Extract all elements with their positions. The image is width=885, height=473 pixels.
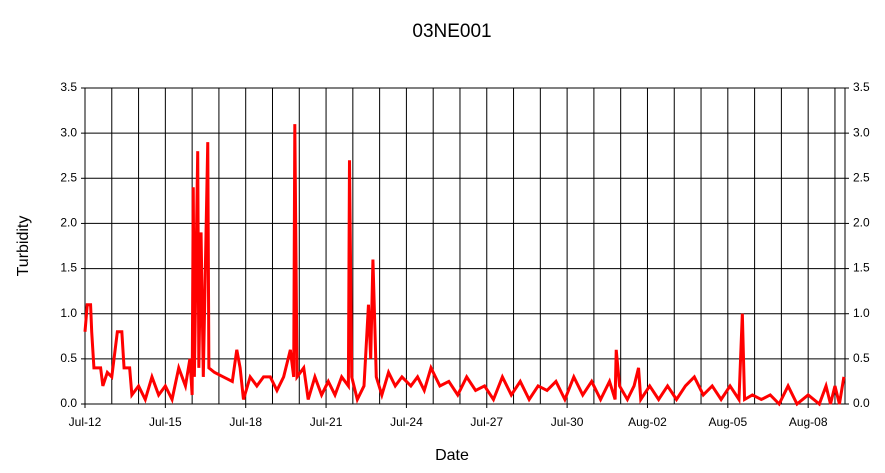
y2-tick-label: 1.0 bbox=[853, 306, 870, 320]
y2-tick-label: 1.5 bbox=[853, 261, 870, 275]
x-tick-label: Aug-05 bbox=[708, 415, 747, 429]
y2-tick-label: 0.5 bbox=[853, 351, 870, 365]
plot-frame bbox=[84, 87, 846, 405]
y-tick-label: 2.0 bbox=[60, 216, 77, 230]
x-axis-label: Date bbox=[435, 447, 469, 464]
x-tick-label: Aug-02 bbox=[628, 415, 667, 429]
chart-title: 03NE001 bbox=[412, 21, 491, 42]
x-tick-label: Jul-12 bbox=[69, 415, 102, 429]
y2-tick-label: 2.0 bbox=[853, 216, 870, 230]
y-tick-label: 0.5 bbox=[60, 351, 77, 365]
y-axis-label: Turbidity bbox=[15, 216, 32, 277]
x-tick-label: Jul-30 bbox=[551, 415, 584, 429]
x-tick-label: Jul-15 bbox=[149, 415, 182, 429]
y-tick-label: 1.0 bbox=[60, 306, 77, 320]
y-tick-label: 3.0 bbox=[60, 125, 77, 139]
y2-tick-label: 3.5 bbox=[853, 80, 870, 94]
y-tick-label: 3.5 bbox=[60, 80, 77, 94]
y-tick-label: 2.5 bbox=[60, 170, 77, 184]
x-tick-label: Jul-24 bbox=[390, 415, 423, 429]
y2-tick-label: 2.5 bbox=[853, 170, 870, 184]
y2-tick-label: 3.0 bbox=[853, 125, 870, 139]
x-tick-label: Aug-08 bbox=[789, 415, 828, 429]
y-tick-label: 1.5 bbox=[60, 261, 77, 275]
y2-tick-label: 0.0 bbox=[853, 396, 870, 410]
y-tick-label: 0.0 bbox=[60, 396, 77, 410]
data-line bbox=[83, 124, 846, 407]
x-tick-label: Jul-27 bbox=[470, 415, 503, 429]
x-tick-label: Jul-18 bbox=[229, 415, 262, 429]
x-tick-label: Jul-21 bbox=[310, 415, 343, 429]
